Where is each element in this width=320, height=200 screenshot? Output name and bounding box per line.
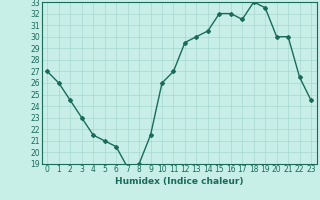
X-axis label: Humidex (Indice chaleur): Humidex (Indice chaleur)	[115, 177, 244, 186]
